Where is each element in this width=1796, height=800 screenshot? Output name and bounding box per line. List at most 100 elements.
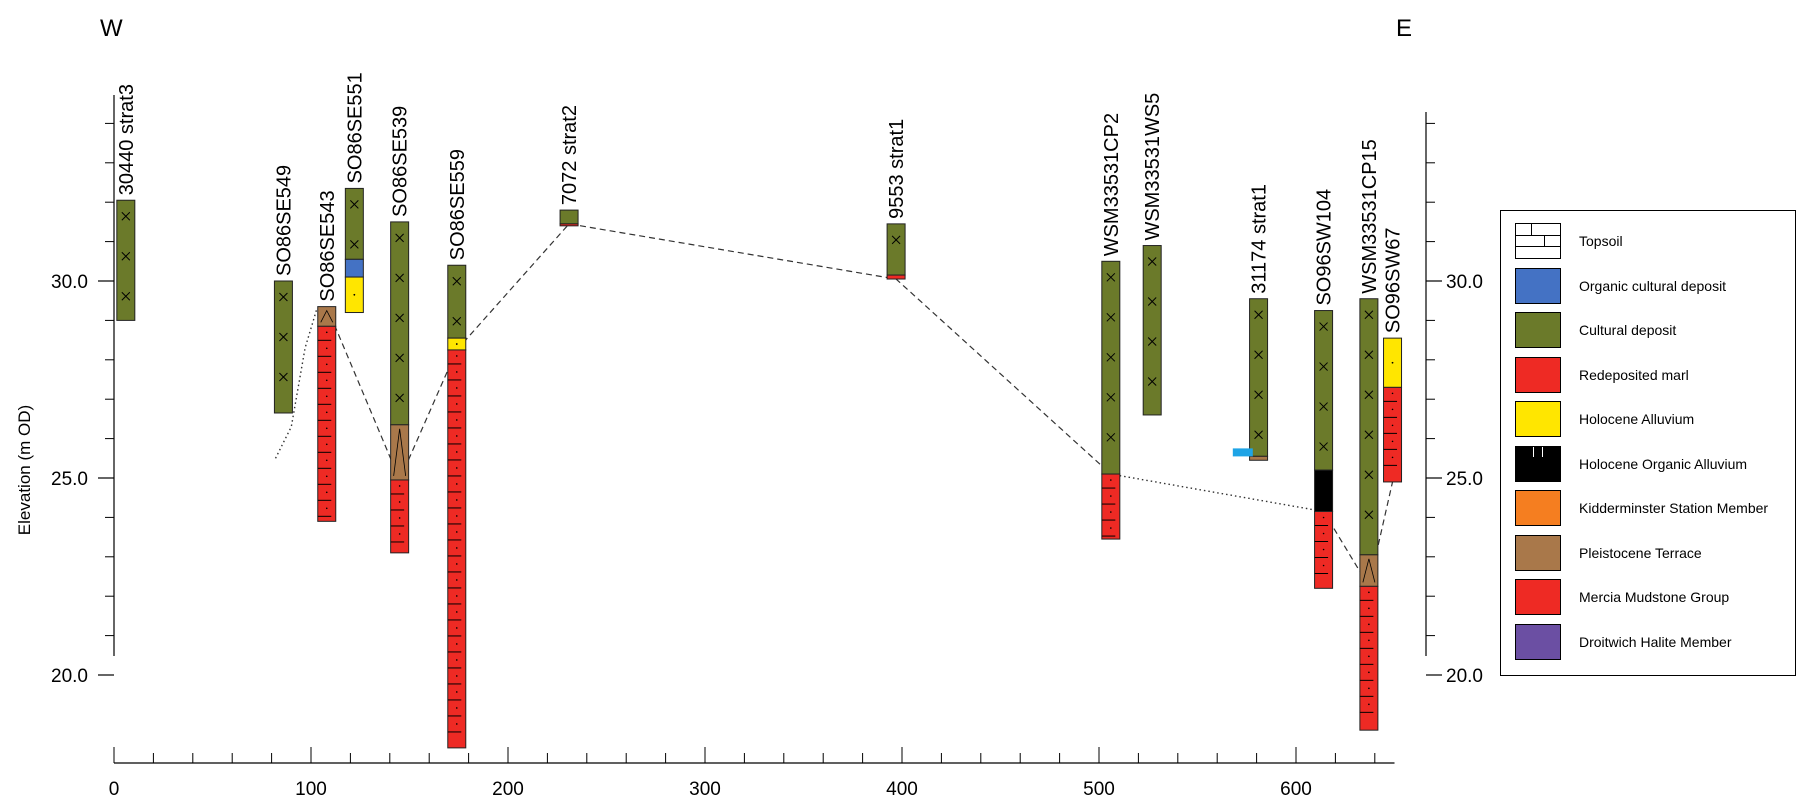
borehole-label: SO96SW104 <box>1314 189 1336 306</box>
layer-mercia <box>390 479 410 554</box>
layer-cultural <box>1142 245 1162 416</box>
borehole-9553-strat1: 9553 strat1 <box>886 119 908 280</box>
water-level-marker <box>1232 448 1253 457</box>
borehole-wsm33531ws5: WSM33531WS5 <box>1142 93 1164 416</box>
layer-pleistocene-terrace <box>390 424 410 481</box>
legend-item-mercia: Mercia Mudstone Group <box>1515 579 1729 615</box>
borehole-30440-strat3: 30440 strat3 <box>116 84 138 321</box>
legend-label: Topsoil <box>1579 233 1623 249</box>
layer-cultural <box>886 223 906 276</box>
legend-label: Redeposited marl <box>1579 366 1689 383</box>
legend-swatch <box>1515 623 1561 660</box>
layer-organic-cultural <box>344 258 364 278</box>
borehole-31174-strat1: 31174 strat1 <box>1249 184 1271 461</box>
layer-mercia <box>317 325 337 522</box>
legend-swatch <box>1515 223 1561 259</box>
legend-label: Droitwich Halite Member <box>1579 633 1732 650</box>
layer-cultural <box>1101 260 1121 475</box>
borehole-label: SO86SE559 <box>447 149 469 260</box>
legend-item-droitwich: Droitwich Halite Member <box>1515 623 1732 660</box>
legend-swatch <box>1515 267 1561 304</box>
layer-cultural <box>447 264 467 339</box>
dotted-curve-line <box>274 308 318 459</box>
x-tick-label: 400 <box>886 779 918 800</box>
borehole-label: SO86SE551 <box>344 72 366 183</box>
legend-item-organic-cultural: Organic cultural deposit <box>1515 267 1727 304</box>
borehole-so86se549: SO86SE549 <box>273 165 295 414</box>
layer-cultural <box>1359 298 1379 556</box>
borehole-label: WSM33531CP15 <box>1359 139 1381 294</box>
dashed-correlation-line <box>326 223 1112 482</box>
legend-swatch <box>1515 579 1561 615</box>
legend-item-pleistocene-terrace: Pleistocene Terrace <box>1515 534 1702 571</box>
dashed-correlation-line-east <box>1323 481 1394 588</box>
borehole-label: 31174 strat1 <box>1249 184 1271 294</box>
layer-mercia <box>886 274 906 280</box>
layer-cultural <box>1249 298 1269 457</box>
borehole-label: WSM33531WS5 <box>1142 93 1164 241</box>
borehole-label: SO86SE539 <box>390 106 412 217</box>
x-tick-label: 500 <box>1083 779 1115 800</box>
legend-swatch <box>1515 534 1561 571</box>
borehole-so86se559: SO86SE559 <box>447 149 469 749</box>
layer-cultural <box>390 221 410 426</box>
layer-mercia <box>447 349 467 749</box>
layer-pleistocene-terrace <box>1249 455 1269 461</box>
layer-cultural <box>559 209 579 225</box>
borehole-so96sw67: SO96SW67 <box>1383 228 1405 483</box>
dotted-correlation-line <box>1110 473 1324 513</box>
borehole-label: 7072 strat2 <box>559 105 581 205</box>
layer-mercia <box>1359 585 1379 731</box>
borehole-label: SO86SE549 <box>273 165 295 276</box>
borehole-wsm33531cp15: WSM33531CP15 <box>1359 139 1381 731</box>
x-tick-label: 200 <box>492 779 524 800</box>
legend-label: Organic cultural deposit <box>1579 277 1727 294</box>
legend-label: Pleistocene Terrace <box>1579 544 1702 561</box>
legend-label: Holocene Alluvium <box>1579 411 1695 427</box>
layer-cultural <box>116 199 136 321</box>
x-tick-label: 0 <box>109 779 120 800</box>
y-tick-label-right: 25.0 <box>1446 469 1483 490</box>
west-label: W <box>100 15 123 42</box>
legend-swatch <box>1515 490 1561 526</box>
legend-swatch <box>1515 401 1561 437</box>
layer-mercia <box>1383 386 1403 483</box>
axes: 30.0 30.0 25.0 25.0 20.0 20.0 0 100 200 300 400 500… <box>51 95 1483 800</box>
layer-holocene-organic <box>1314 469 1334 512</box>
layer-mercia <box>1101 473 1121 540</box>
y-axis-label: Elevation (m OD) <box>15 405 34 535</box>
borehole-wsm33531cp2: WSM33531CP2 <box>1101 113 1123 540</box>
borehole-label: SO96SW67 <box>1383 228 1405 334</box>
legend-label: Mercia Mudstone Group <box>1579 589 1730 605</box>
y-tick-label: 30.0 <box>51 272 88 293</box>
legend-label: Holocene Organic Alluvium <box>1579 455 1748 472</box>
layer-mercia <box>559 223 579 227</box>
legend: Topsoil Organic cultural deposit Cultural … <box>1500 210 1796 676</box>
legend-label: Kidderminster Station Member <box>1579 500 1769 516</box>
layer-pleistocene-terrace <box>317 306 337 327</box>
x-tick-label: 100 <box>295 779 327 800</box>
borehole-7072-strat2: 7072 strat2 <box>559 105 581 227</box>
correlation-lines <box>274 223 1394 588</box>
east-label: E <box>1396 15 1412 42</box>
borehole-so96sw104: SO96SW104 <box>1314 189 1336 589</box>
layer-cultural <box>273 280 293 414</box>
borehole-so86se539: SO86SE539 <box>390 106 412 554</box>
x-tick-label: 300 <box>689 779 721 800</box>
legend-item-topsoil: Topsoil <box>1515 223 1623 259</box>
legend-item-holocene-organic: Holocene Organic Alluvium <box>1515 445 1748 482</box>
legend-swatch <box>1515 445 1561 482</box>
borehole-so86se543: SO86SE543 <box>317 190 339 522</box>
borehole-so86se551: SO86SE551 <box>344 72 366 314</box>
legend-item-holocene-alluvium: Holocene Alluvium <box>1515 401 1694 437</box>
layer-cultural <box>344 187 364 260</box>
y-tick-label: 25.0 <box>51 469 88 490</box>
borehole-label: SO86SE543 <box>317 190 339 301</box>
y-tick-label-right: 20.0 <box>1446 666 1483 687</box>
borehole-label: WSM33531CP2 <box>1101 113 1123 256</box>
x-tick-label: 600 <box>1280 779 1312 800</box>
y-tick-label: 20.0 <box>51 666 88 687</box>
legend-swatch <box>1515 356 1561 393</box>
